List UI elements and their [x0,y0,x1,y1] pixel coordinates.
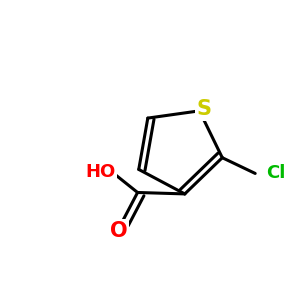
Text: S: S [196,99,211,119]
Text: Cl: Cl [266,164,285,182]
Text: HO: HO [85,163,116,181]
Text: O: O [110,220,128,241]
